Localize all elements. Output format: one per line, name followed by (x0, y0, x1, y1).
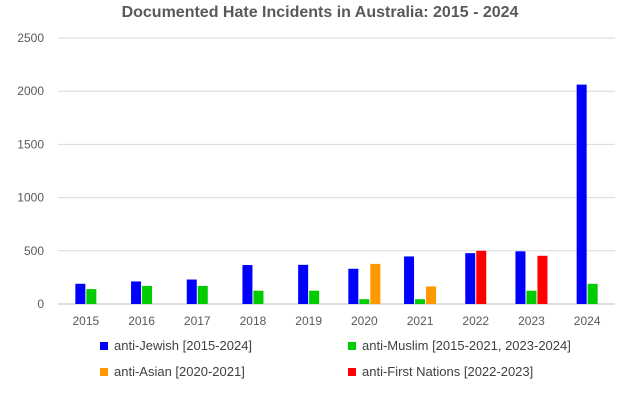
y-tick-label: 1500 (17, 137, 44, 151)
y-tick-label: 0 (37, 297, 44, 311)
bar-anti-muslim-2023 (526, 290, 537, 304)
x-tick-label: 2018 (240, 314, 267, 328)
bar-anti-jewish-2023 (515, 251, 526, 304)
bar-anti-asian-2020 (370, 263, 381, 304)
bar-anti-muslim-2017 (197, 285, 208, 304)
legend-label: anti-Jewish [2015-2024] (114, 338, 253, 353)
bar-anti-muslim-2020 (359, 299, 370, 304)
legend-item-anti-asian: anti-Asian [2020-2021] (100, 364, 245, 379)
gridlines (58, 37, 615, 305)
x-tick-label: 2023 (518, 314, 545, 328)
bar-anti-jewish-2024 (576, 84, 587, 304)
x-tick-label: 2022 (462, 314, 489, 328)
legend-swatch (348, 367, 356, 376)
chart-title: Documented Hate Incidents in Australia: … (121, 4, 519, 21)
x-tick-label: 2017 (184, 314, 211, 328)
y-tick-label: 2000 (17, 84, 44, 98)
bar-anti-first-2022 (476, 250, 487, 304)
bar-anti-jewish-2015 (75, 283, 86, 304)
bar-anti-asian-2021 (426, 286, 437, 304)
legend-item-anti-jewish: anti-Jewish [2015-2024] (100, 338, 252, 353)
bar-anti-muslim-2024 (587, 283, 598, 304)
x-tick-label: 2016 (128, 314, 155, 328)
legend-label: anti-First Nations [2022-2023] (362, 364, 534, 379)
bar-anti-muslim-2018 (253, 290, 264, 304)
bar-anti-jewish-2016 (131, 281, 142, 304)
x-tick-label: 2021 (407, 314, 434, 328)
legend-swatch (100, 367, 108, 376)
bar-anti-jewish-2021 (404, 256, 415, 304)
legend-label: anti-Muslim [2015-2021, 2023-2024] (362, 338, 571, 353)
legend-label: anti-Asian [2020-2021] (114, 364, 245, 379)
x-axis: 2015 2016 2017 2018 2019 2020 2021 2022 2023 2024 (72, 314, 600, 328)
bar-anti-muslim-2019 (309, 290, 320, 304)
x-tick-label: 2024 (574, 314, 601, 328)
legend-swatch (100, 341, 108, 350)
bar-anti-muslim-2016 (142, 285, 153, 304)
bar-anti-jewish-2022 (465, 253, 476, 304)
bar-anti-jewish-2019 (298, 264, 309, 304)
legend-swatch (348, 341, 356, 350)
y-axis: 0 500 1000 1500 2000 2500 (17, 31, 44, 311)
y-tick-label: 500 (24, 244, 44, 258)
y-tick-label: 1000 (17, 191, 44, 205)
bar-anti-jewish-2017 (186, 279, 197, 304)
bars (75, 84, 598, 304)
x-tick-label: 2019 (295, 314, 322, 328)
bar-anti-jewish-2020 (348, 268, 359, 304)
x-tick-label: 2015 (72, 314, 99, 328)
y-tick-label: 2500 (17, 31, 44, 45)
legend-item-anti-first-nations: anti-First Nations [2022-2023] (348, 364, 533, 379)
bar-anti-muslim-2021 (415, 299, 426, 304)
bar-anti-jewish-2018 (242, 265, 253, 304)
bar-anti-muslim-2015 (86, 289, 97, 304)
bar-anti-first-2023 (537, 255, 548, 304)
legend-item-anti-muslim: anti-Muslim [2015-2021, 2023-2024] (348, 338, 571, 353)
x-tick-label: 2020 (351, 314, 378, 328)
